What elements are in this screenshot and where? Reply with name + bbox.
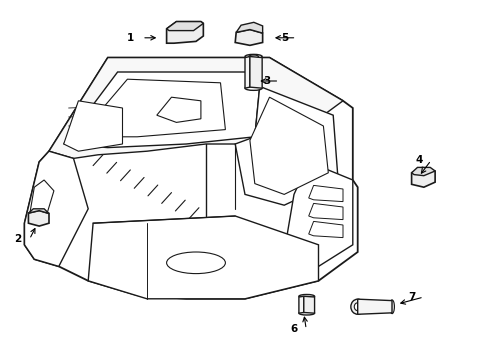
Polygon shape [64,72,260,148]
Ellipse shape [33,216,44,221]
Polygon shape [29,180,54,223]
Polygon shape [304,296,315,313]
Text: 2: 2 [14,234,21,244]
Polygon shape [28,209,49,213]
Polygon shape [309,203,343,220]
Ellipse shape [167,252,225,274]
Text: 3: 3 [264,76,271,86]
Text: 6: 6 [291,324,298,334]
Polygon shape [64,101,122,151]
Polygon shape [24,151,88,266]
Polygon shape [167,22,203,31]
Ellipse shape [299,311,315,315]
Polygon shape [78,79,225,137]
Polygon shape [49,58,343,158]
Polygon shape [309,221,343,238]
Polygon shape [309,185,343,202]
Polygon shape [250,57,262,88]
Polygon shape [88,216,318,299]
Polygon shape [250,97,328,194]
Text: 5: 5 [281,33,288,43]
Polygon shape [358,299,392,314]
Ellipse shape [36,217,41,220]
Ellipse shape [390,300,394,314]
Ellipse shape [245,86,262,90]
Ellipse shape [354,303,361,311]
Polygon shape [167,22,203,43]
Ellipse shape [299,294,315,298]
Polygon shape [28,211,49,226]
Polygon shape [412,167,435,176]
Text: 1: 1 [126,33,134,43]
Polygon shape [235,30,263,45]
Polygon shape [245,57,250,88]
Text: 7: 7 [408,292,416,302]
Polygon shape [235,86,338,205]
Polygon shape [157,97,201,122]
Ellipse shape [248,55,259,58]
Polygon shape [284,162,353,266]
Polygon shape [236,22,263,33]
Polygon shape [24,58,358,299]
Ellipse shape [351,299,365,314]
Polygon shape [299,296,304,313]
Text: 4: 4 [416,155,423,165]
Polygon shape [412,167,435,187]
Ellipse shape [245,54,262,59]
